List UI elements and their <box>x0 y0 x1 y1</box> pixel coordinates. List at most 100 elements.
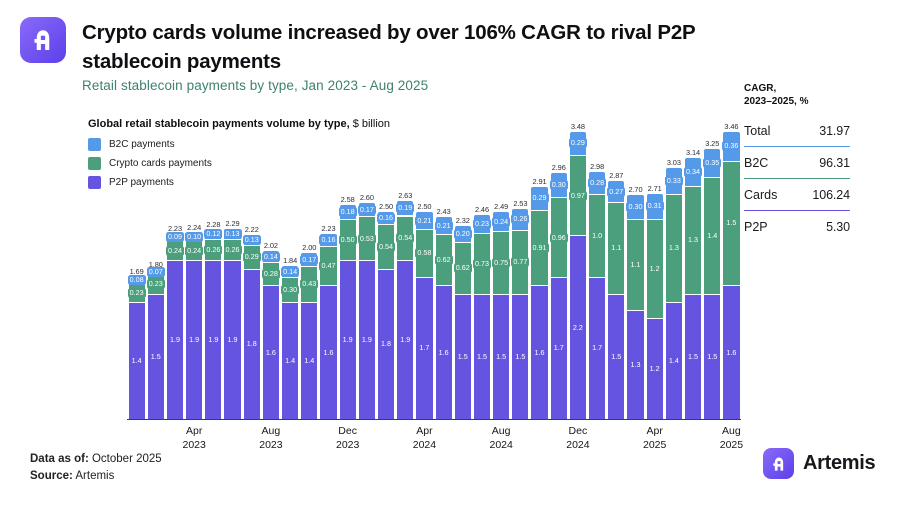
bar-total-label: 3.48 <box>570 121 585 131</box>
segment-value-label: 0.23 <box>146 279 165 290</box>
segment-b2c: 0.13 <box>242 234 261 246</box>
segment-value-label: 0.36 <box>722 141 741 152</box>
cagr-row-total: Total 31.97 <box>744 115 850 146</box>
segment-crypto: 1.1 <box>627 219 644 312</box>
segment-value-label: 1.8 <box>379 339 394 350</box>
x-tick-aug-2024: Aug 2024 <box>489 425 513 451</box>
segment-value-label: 0.29 <box>530 193 549 204</box>
segment-value-label: 1.9 <box>167 335 182 346</box>
segment-p2p: 1.6 <box>320 286 337 419</box>
segment-value-label: 1.7 <box>590 343 605 354</box>
segment-value-label: 0.09 <box>165 232 184 243</box>
legend-label-p2p: P2P payments <box>109 177 174 188</box>
segment-value-label: 0.34 <box>684 167 703 177</box>
segment-crypto: 1.3 <box>665 194 682 303</box>
x-tick-dec-2024: Dec 2024 <box>566 425 590 451</box>
segment-b2c: 0.31 <box>645 194 664 220</box>
segment-value-label: 0.58 <box>415 248 434 259</box>
segment-b2c: 0.23 <box>472 214 491 234</box>
segment-b2c: 0.17 <box>357 203 376 218</box>
chart-title-unit: $ billion <box>349 118 390 130</box>
segment-crypto: 0.28 <box>261 262 280 287</box>
segment-value-label: 0.31 <box>645 201 664 212</box>
segment-value-label: 0.77 <box>511 257 530 268</box>
segment-value-label: 1.1 <box>609 243 624 254</box>
bar-jan-2024: 1.9 0.53 0.17 <box>357 203 376 419</box>
bar-may-2024: 1.6 0.62 0.21 <box>434 217 453 419</box>
segment-value-label: 0.13 <box>223 228 242 239</box>
segment-b2c: 0.34 <box>684 158 703 187</box>
bar-aug-2025: 1.6 1.5 0.36 <box>722 131 741 419</box>
bar-total-label: 2.49 <box>494 202 509 212</box>
segment-value-label: 0.27 <box>607 186 626 197</box>
segment-value-label: 0.73 <box>472 258 491 269</box>
bar-jan-2023: 1.4 0.23 0.08 <box>127 274 146 419</box>
segment-value-label: 1.9 <box>187 335 202 346</box>
page-subtitle: Retail stablecoin payments by type, Jan … <box>82 78 429 93</box>
segment-p2p: 1.4 <box>282 302 299 419</box>
bar-total-label: 2.00 <box>302 243 317 252</box>
segment-value-label: 0.16 <box>319 235 338 246</box>
bar-total-label: 2.70 <box>628 184 643 194</box>
bar-jun-2024: 1.5 0.62 0.20 <box>453 226 472 419</box>
segment-value-label: 0.08 <box>127 274 146 285</box>
segment-value-label: 0.62 <box>434 254 453 265</box>
segment-crypto: 0.62 <box>453 243 472 295</box>
segment-crypto: 0.73 <box>472 233 491 295</box>
segment-b2c: 0.26 <box>511 209 530 231</box>
page-title-line1: Crypto cards volume increased by over 10… <box>82 21 696 44</box>
segment-value-label: 2.2 <box>570 322 585 333</box>
bar-mar-2025: 1.3 1.1 0.30 <box>626 194 645 419</box>
bar-total-label: 2.91 <box>532 176 547 186</box>
bar-total-label: 2.50 <box>417 202 432 212</box>
bar-total-label: 2.60 <box>359 193 374 203</box>
bar-mar-2023: 1.9 0.24 0.09 <box>165 232 184 419</box>
cagr-row-b2c-label: B2C <box>744 156 769 170</box>
bar-total-label: 2.96 <box>551 163 566 173</box>
legend-swatch-b2c <box>88 138 101 151</box>
segment-value-label: 1.3 <box>666 243 681 254</box>
segment-b2c: 0.18 <box>338 204 357 220</box>
cagr-row-cards-label: Cards <box>744 188 778 202</box>
segment-value-label: 1.6 <box>532 347 547 358</box>
bar-sep-2024: 1.5 0.77 0.26 <box>511 209 530 419</box>
artemis-brand-icon <box>763 448 794 479</box>
segment-value-label: 0.53 <box>357 233 376 244</box>
segment-p2p: 1.6 <box>531 286 548 419</box>
segment-value-label: 1.2 <box>647 364 662 375</box>
segment-crypto: 1.1 <box>608 203 625 295</box>
segment-p2p: 1.9 <box>205 261 222 419</box>
chart-title-main: Global retail stablecoin payments volume… <box>88 118 350 130</box>
segment-value-label: 1.4 <box>283 355 298 366</box>
segment-crypto: 1.4 <box>704 178 721 295</box>
cagr-row-p2p: P2P 5.30 <box>744 210 850 242</box>
segment-b2c: 0.14 <box>261 251 280 263</box>
segment-crypto: 0.29 <box>242 245 261 270</box>
segment-value-label: 0.17 <box>357 204 376 215</box>
segment-value-label: 0.21 <box>434 220 453 231</box>
x-tick-aug-2023: Aug 2023 <box>259 425 283 451</box>
segment-value-label: 1.8 <box>244 339 259 350</box>
segment-crypto: 0.30 <box>281 277 300 303</box>
segment-b2c: 0.29 <box>530 186 549 211</box>
segment-b2c: 0.17 <box>300 253 319 268</box>
legend-swatch-p2p <box>88 176 101 189</box>
segment-crypto: 0.58 <box>415 229 434 278</box>
segment-value-label: 1.6 <box>724 347 739 358</box>
bar-dec-2023: 1.9 0.50 0.18 <box>338 204 357 419</box>
x-tick-aug-2025: Aug 2025 <box>719 425 744 451</box>
x-tick-dec-2023: Dec 2023 <box>335 425 360 451</box>
bar-apr-2025: 1.2 1.2 0.31 <box>645 194 664 419</box>
segment-value-label: 0.29 <box>242 252 261 263</box>
bar-jul-2023: 1.8 0.29 0.13 <box>242 234 261 419</box>
data-as-of-label: Data as of: <box>30 453 89 465</box>
segment-p2p: 1.4 <box>301 302 318 419</box>
segment-crypto: 0.54 <box>396 216 415 262</box>
x-tick-apr-2024: Apr 2024 <box>412 425 437 451</box>
segment-value-label: 1.7 <box>551 343 566 354</box>
artemis-logo <box>20 17 66 63</box>
segment-value-label: 0.16 <box>377 212 396 223</box>
source-label: Source: <box>30 470 73 482</box>
bar-aug-2023: 1.6 0.28 0.14 <box>261 251 280 419</box>
cagr-row-cards: Cards 106.24 <box>744 178 850 210</box>
